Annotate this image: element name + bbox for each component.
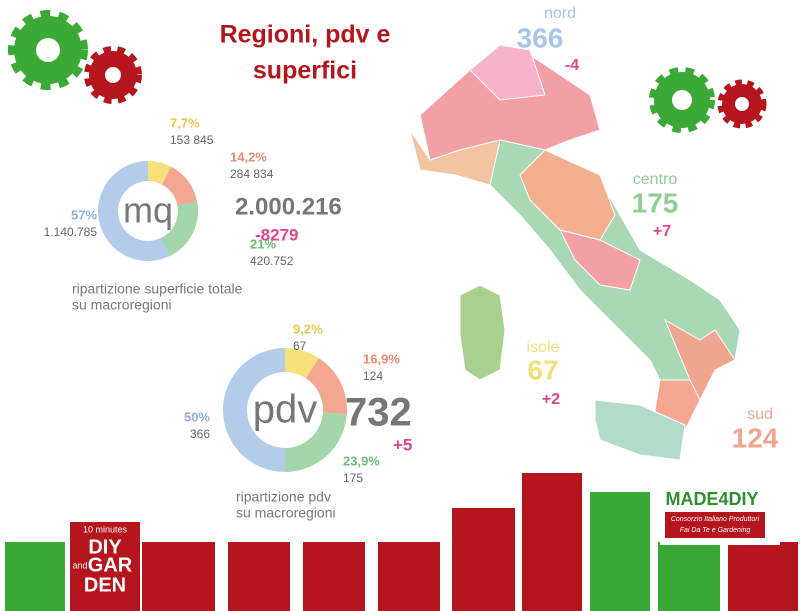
region-name: isole bbox=[527, 339, 560, 356]
gears-right bbox=[649, 67, 767, 133]
region-change: -4 bbox=[565, 57, 579, 74]
logo-text: DIY bbox=[88, 536, 122, 558]
region-count: 175 bbox=[632, 187, 679, 218]
center-label: mq bbox=[123, 190, 173, 231]
amount-label: 175 bbox=[343, 471, 363, 485]
title: Regioni, pdv e bbox=[220, 21, 391, 49]
logo-text: GAR bbox=[88, 554, 133, 576]
logo-text: and bbox=[72, 560, 87, 570]
value-label: 50% bbox=[184, 409, 210, 424]
donut-slice bbox=[160, 201, 198, 257]
donut-slice bbox=[285, 412, 347, 472]
caption: su macroregioni bbox=[236, 505, 336, 521]
amount-label: 420.752 bbox=[250, 254, 294, 268]
value-label: 16,9% bbox=[363, 351, 400, 366]
logo-made4diy: MADE4DIY Consorzio Italiano Produttori F… bbox=[660, 485, 780, 545]
caption: ripartizione pdv bbox=[236, 489, 331, 505]
amount-label: 153 845 bbox=[170, 133, 214, 147]
value-label: 9,2% bbox=[293, 321, 323, 336]
donut-slice bbox=[97, 161, 170, 261]
region-name: sud bbox=[747, 406, 773, 423]
change: -8279 bbox=[255, 225, 298, 244]
region-name: centro bbox=[633, 171, 678, 188]
donut-slice bbox=[305, 358, 347, 415]
center-label: pdv bbox=[253, 388, 318, 432]
region-change: +2 bbox=[542, 391, 560, 408]
logo-text: Fai Da Te e Gardening bbox=[680, 527, 751, 534]
logo-text: DEN bbox=[84, 574, 126, 596]
title: superfici bbox=[253, 57, 357, 85]
value-label: 7,7% bbox=[170, 115, 200, 130]
total: 2.000.216 bbox=[235, 193, 342, 220]
logo-diy-garden: 10 minutes DIY and GAR DEN bbox=[70, 522, 140, 611]
logo-text: 10 minutes bbox=[83, 524, 128, 534]
value-label: 14,2% bbox=[230, 149, 267, 164]
amount-label: 366 bbox=[190, 427, 210, 441]
logo-text: Consorzio Italiano Produttori bbox=[671, 516, 760, 523]
region-count: 366 bbox=[517, 22, 564, 53]
change: +5 bbox=[393, 435, 412, 454]
bottom-bars bbox=[5, 473, 798, 611]
donut-slice bbox=[148, 161, 172, 185]
amount-label: 284 834 bbox=[230, 167, 274, 181]
gears-left bbox=[8, 10, 142, 104]
donut-slice bbox=[223, 348, 285, 472]
donut-slice bbox=[161, 166, 198, 206]
region-name: nord bbox=[544, 5, 576, 22]
value-label: 57% bbox=[71, 207, 97, 222]
region-count: 124 bbox=[732, 422, 779, 453]
amount-label: 1.140.785 bbox=[44, 225, 98, 239]
amount-label: 67 bbox=[293, 339, 307, 353]
region-change: +7 bbox=[653, 223, 671, 240]
amount-label: 124 bbox=[363, 369, 383, 383]
caption: ripartizione superficie totale bbox=[72, 281, 243, 297]
region-count: 67 bbox=[527, 354, 558, 385]
donut-slice bbox=[285, 348, 319, 379]
caption: su macroregioni bbox=[72, 297, 172, 313]
total: 732 bbox=[345, 391, 412, 435]
value-label: 23,9% bbox=[343, 453, 380, 468]
italy-map bbox=[409, 44, 741, 461]
logo-text: MADE4DIY bbox=[665, 489, 758, 509]
value-label: 21% bbox=[250, 236, 276, 251]
